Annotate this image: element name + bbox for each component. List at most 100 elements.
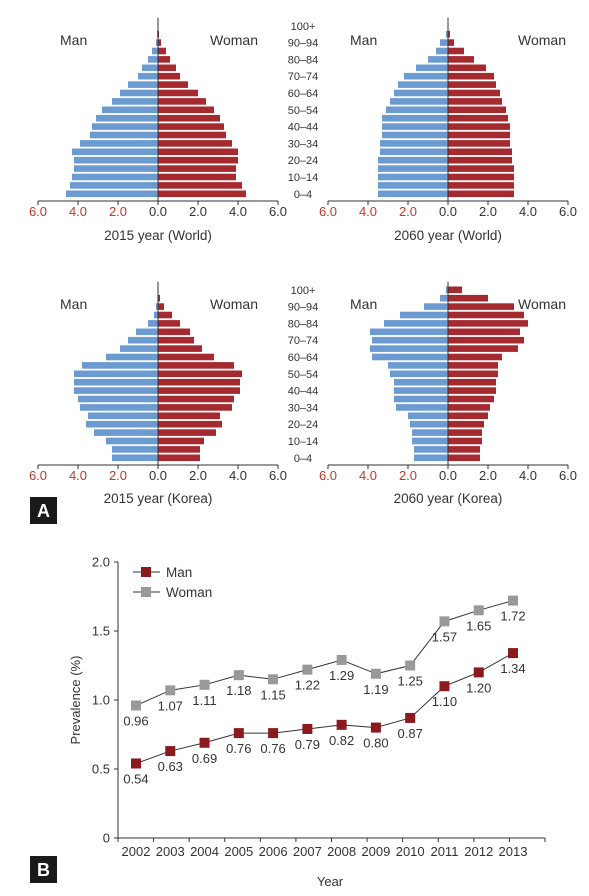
x-tick-label: 6.0 — [29, 468, 47, 483]
man-bar — [386, 106, 448, 114]
data-point — [199, 679, 210, 690]
data-label: 1.15 — [260, 687, 285, 702]
man-bar — [138, 72, 158, 80]
panel-a-label: A — [37, 501, 50, 521]
x-tick-label: 2011 — [430, 844, 458, 859]
x-tick-label: 4.0 — [359, 468, 377, 483]
woman-bar — [158, 182, 242, 189]
x-tick-label: 4.0 — [69, 204, 87, 219]
man-bar — [372, 336, 448, 344]
man-bar — [446, 286, 448, 294]
man-bar — [384, 320, 448, 327]
age-label: 0–4 — [294, 453, 312, 465]
age-label: 70–74 — [288, 71, 319, 83]
man-bar — [394, 89, 448, 97]
data-label: 0.76 — [226, 741, 251, 756]
man-label: Man — [350, 32, 377, 48]
woman-bar — [158, 362, 234, 369]
x-tick-label: 6.0 — [319, 204, 337, 219]
woman-bar — [158, 303, 164, 310]
man-bar — [416, 64, 448, 72]
woman-bar — [448, 140, 510, 147]
age-label: 20–24 — [288, 155, 319, 167]
data-point — [439, 681, 450, 692]
woman-bar — [448, 47, 464, 55]
woman-bar — [158, 311, 172, 319]
woman-bar — [158, 148, 238, 156]
man-bar — [388, 362, 448, 369]
y-tick-label: 2.0 — [92, 555, 110, 570]
age-label: 100+ — [291, 21, 316, 33]
man-bar — [428, 56, 448, 63]
woman-bar — [448, 294, 488, 302]
data-point — [336, 719, 347, 730]
x-tick-label: 2.0 — [399, 204, 417, 219]
legend-marker — [141, 587, 151, 597]
woman-bar — [158, 378, 240, 386]
x-tick-label: 2.0 — [189, 204, 207, 219]
series-line — [135, 652, 514, 764]
woman-bar — [448, 148, 512, 156]
data-point — [165, 746, 176, 757]
man-bar — [446, 30, 448, 38]
x-tick-label: 4.0 — [69, 468, 87, 483]
legend-label: Man — [166, 565, 192, 580]
woman-bar — [448, 446, 480, 453]
man-bar — [120, 89, 158, 97]
man-bar — [106, 353, 158, 361]
woman-bar — [158, 454, 200, 462]
data-label: 1.29 — [329, 668, 354, 683]
man-bar — [424, 303, 448, 310]
man-bar — [380, 140, 448, 147]
woman-bar — [448, 56, 474, 63]
x-axis-title: Year — [317, 874, 344, 889]
woman-bar — [158, 446, 200, 453]
man-bar — [410, 420, 448, 428]
legend-label: Woman — [166, 585, 212, 600]
woman-bar — [448, 345, 518, 352]
series-man: 0.54 0.63 0.69 0.76 0.76 0.79 0.82 0.80 0.87 1.10… — [123, 648, 526, 786]
x-tick-label: 2008 — [327, 844, 356, 859]
x-tick-label: 2012 — [464, 844, 493, 859]
age-label: 90–94 — [288, 38, 319, 50]
data-point — [405, 660, 416, 671]
man-bar — [400, 311, 448, 319]
x-tick-label: 2.0 — [109, 468, 127, 483]
woman-bar — [158, 294, 160, 302]
pyramid-charts: 6.0 4.0 2.0 0.0 2.0 4.0 6.0 Man Woman 2015 year (… — [29, 17, 577, 506]
x-tick-label: 2.0 — [399, 468, 417, 483]
woman-bar — [448, 404, 490, 411]
data-label: 1.57 — [432, 629, 457, 644]
panel-b-badge: B — [30, 856, 57, 883]
man-bar — [128, 336, 158, 344]
data-point — [508, 648, 518, 659]
age-label: 60–64 — [288, 352, 319, 364]
man-bar — [66, 190, 158, 198]
age-label: 40–44 — [288, 122, 319, 134]
pyramid-4: 6.0 4.0 2.0 0.0 2.0 4.0 6.0 Man Woman 2060 year (… — [319, 281, 577, 506]
man-bar — [378, 173, 448, 181]
data-point — [268, 674, 279, 685]
data-label: 0.63 — [158, 759, 183, 774]
woman-bar — [448, 328, 520, 336]
x-tick-label: 0.0 — [439, 468, 457, 483]
data-label: 1.07 — [158, 698, 183, 713]
data-point — [370, 668, 381, 679]
man-bar — [74, 165, 158, 172]
woman-bar — [448, 123, 510, 130]
pyramid-1: 6.0 4.0 2.0 0.0 2.0 4.0 6.0 Man Woman 2015 year (… — [29, 17, 287, 243]
x-tick-label: 6.0 — [559, 204, 577, 219]
age-labels-bottom: 0–4 10–14 20–24 30–34 40–44 50–54 60–64 70–74 80… — [288, 285, 319, 465]
age-label: 70–74 — [288, 335, 319, 347]
x-tick-label: 6.0 — [269, 204, 287, 219]
data-point — [131, 758, 141, 769]
woman-bar — [158, 370, 242, 378]
man-bar — [86, 420, 158, 428]
woman-bar — [158, 156, 238, 164]
series-line — [135, 600, 514, 706]
age-label: 30–34 — [288, 138, 319, 150]
data-point — [405, 712, 416, 723]
data-point — [302, 664, 313, 675]
woman-label: Woman — [210, 32, 258, 48]
